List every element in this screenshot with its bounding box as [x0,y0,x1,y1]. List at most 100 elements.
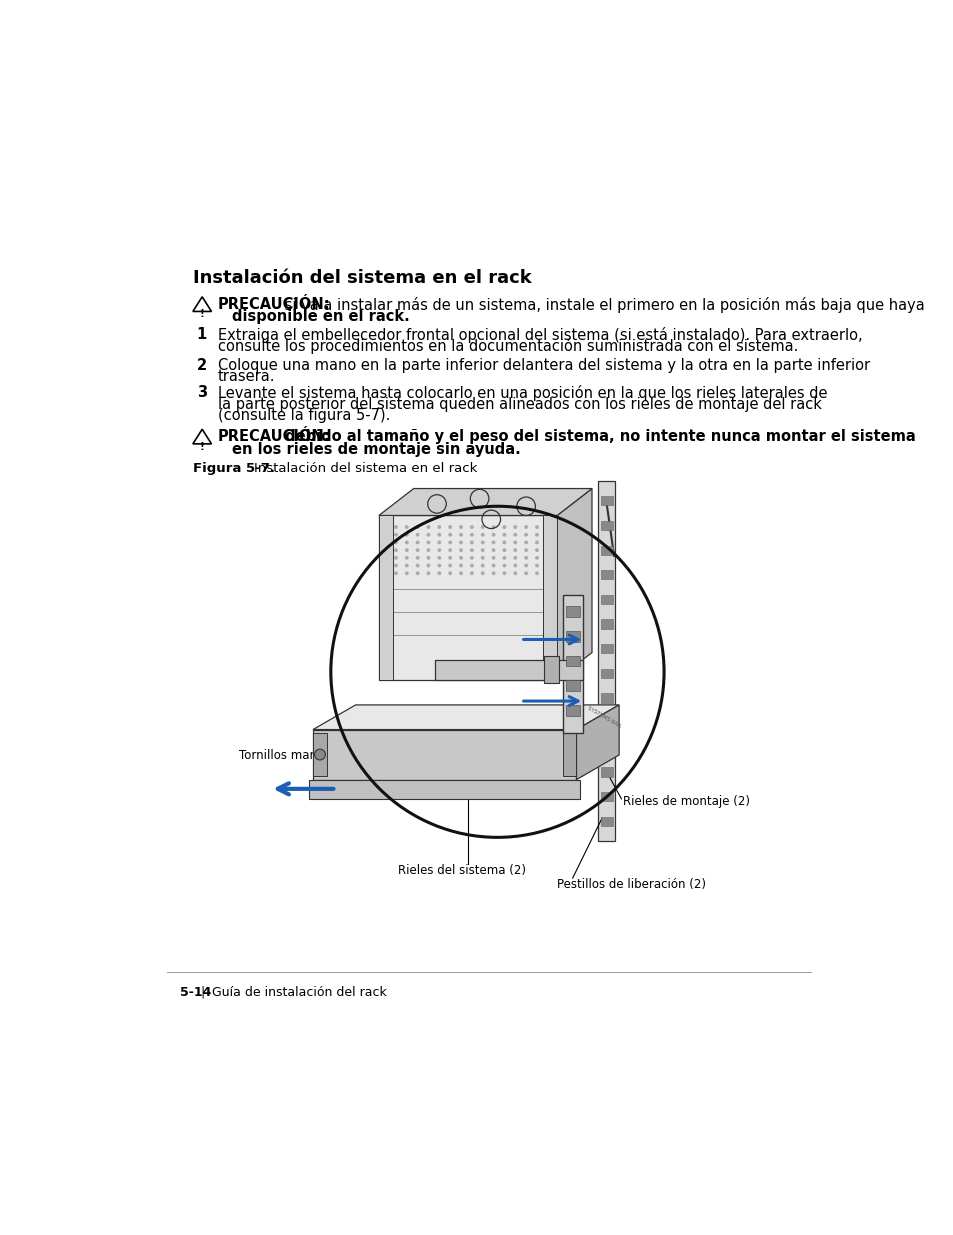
Circle shape [523,556,528,559]
Circle shape [458,563,462,567]
Circle shape [436,548,441,552]
Text: si va a instalar más de un sistema, instale el primero en la posición más baja q: si va a instalar más de un sistema, inst… [279,296,923,312]
Polygon shape [599,546,612,555]
Circle shape [545,556,549,559]
Text: PRECAUCIÓN:: PRECAUCIÓN: [217,430,330,445]
Text: Extraiga el embellecedor frontal opcional del sistema (si está instalado). Para : Extraiga el embellecedor frontal opciona… [217,327,862,343]
Text: disponible en el rack.: disponible en el rack. [232,309,409,324]
Circle shape [523,541,528,545]
Polygon shape [378,489,592,515]
Circle shape [394,532,397,537]
Circle shape [523,548,528,552]
Circle shape [480,548,484,552]
Circle shape [404,572,408,576]
Polygon shape [599,620,612,629]
Polygon shape [576,705,618,779]
Circle shape [394,572,397,576]
Circle shape [458,525,462,529]
Circle shape [436,525,441,529]
Circle shape [491,563,495,567]
Circle shape [383,556,387,559]
Circle shape [491,532,495,537]
Circle shape [416,532,419,537]
Circle shape [502,563,506,567]
Circle shape [426,532,430,537]
Polygon shape [565,680,579,692]
Text: Coloque una mano en la parte inferior delantera del sistema y la otra en la part: Coloque una mano en la parte inferior de… [217,358,869,373]
Text: PRECAUCIÓN:: PRECAUCIÓN: [217,296,330,311]
Polygon shape [313,730,576,779]
Circle shape [416,541,419,545]
Circle shape [535,572,538,576]
Circle shape [480,572,484,576]
Polygon shape [542,515,557,679]
Circle shape [383,525,387,529]
Circle shape [394,548,397,552]
Circle shape [491,541,495,545]
Circle shape [480,563,484,567]
Text: Rieles del sistema (2): Rieles del sistema (2) [397,864,526,877]
Circle shape [513,548,517,552]
Polygon shape [599,816,612,826]
Circle shape [545,572,549,576]
Text: 2: 2 [196,358,207,373]
Polygon shape [599,792,612,802]
Circle shape [426,541,430,545]
Polygon shape [435,661,582,679]
Text: Instalación del sistema en el rack: Instalación del sistema en el rack [193,269,531,287]
Circle shape [394,525,397,529]
Circle shape [470,541,474,545]
Polygon shape [599,742,612,752]
Circle shape [502,572,506,576]
Circle shape [448,556,452,559]
Polygon shape [562,734,576,776]
Circle shape [416,572,419,576]
Circle shape [535,541,538,545]
Text: debido al tamaño y el peso del sistema, no intente nunca montar el sistema: debido al tamaño y el peso del sistema, … [279,430,915,445]
Circle shape [426,556,430,559]
Circle shape [458,548,462,552]
Circle shape [545,563,549,567]
Circle shape [436,541,441,545]
Circle shape [458,556,462,559]
Circle shape [448,532,452,537]
Circle shape [470,556,474,559]
Circle shape [383,541,387,545]
Circle shape [426,572,430,576]
Polygon shape [599,571,612,579]
Polygon shape [378,515,557,679]
Text: SYSTEMS RAIL: SYSTEMS RAIL [585,705,621,729]
Circle shape [480,556,484,559]
Circle shape [448,563,452,567]
Circle shape [502,556,506,559]
Circle shape [404,563,408,567]
Text: 1: 1 [196,327,207,342]
Polygon shape [565,656,579,667]
Circle shape [470,525,474,529]
Circle shape [436,556,441,559]
Text: 5-14: 5-14 [179,986,211,999]
Polygon shape [543,656,558,683]
Circle shape [416,525,419,529]
Circle shape [545,525,549,529]
Text: Guía de instalación del rack: Guía de instalación del rack [212,986,387,999]
Circle shape [502,532,506,537]
Circle shape [523,525,528,529]
Text: Instalación del sistema en el rack: Instalación del sistema en el rack [236,462,476,475]
Text: Pestillos de liberación (2): Pestillos de liberación (2) [557,878,705,892]
Text: Levante el sistema hasta colocarlo en una posición en la que los rieles laterale: Levante el sistema hasta colocarlo en un… [217,385,826,401]
Circle shape [480,532,484,537]
Polygon shape [309,779,579,799]
Circle shape [535,525,538,529]
Circle shape [383,563,387,567]
Circle shape [448,548,452,552]
Circle shape [404,556,408,559]
Circle shape [436,563,441,567]
Polygon shape [599,693,612,703]
Polygon shape [557,489,592,679]
Circle shape [513,532,517,537]
Circle shape [314,750,325,760]
Circle shape [523,563,528,567]
Polygon shape [599,718,612,727]
Circle shape [470,532,474,537]
